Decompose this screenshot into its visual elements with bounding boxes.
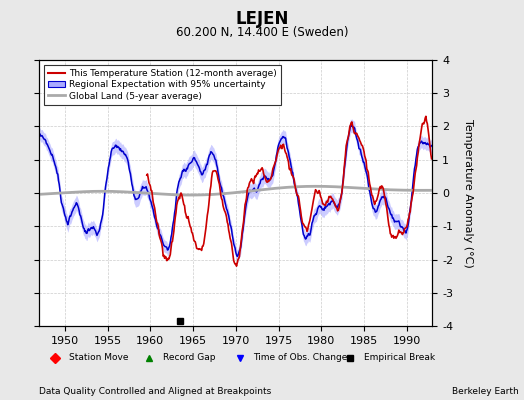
Legend: This Temperature Station (12-month average), Regional Expectation with 95% uncer: This Temperature Station (12-month avera… [44, 64, 281, 105]
Text: 60.200 N, 14.400 E (Sweden): 60.200 N, 14.400 E (Sweden) [176, 26, 348, 39]
Text: LEJEN: LEJEN [235, 10, 289, 28]
Text: Data Quality Controlled and Aligned at Breakpoints: Data Quality Controlled and Aligned at B… [39, 387, 271, 396]
Text: Station Move: Station Move [69, 354, 128, 362]
Text: Empirical Break: Empirical Break [364, 354, 434, 362]
Text: Berkeley Earth: Berkeley Earth [452, 387, 519, 396]
Text: Record Gap: Record Gap [163, 354, 215, 362]
Y-axis label: Temperature Anomaly (°C): Temperature Anomaly (°C) [463, 119, 473, 267]
Text: Time of Obs. Change: Time of Obs. Change [254, 354, 348, 362]
